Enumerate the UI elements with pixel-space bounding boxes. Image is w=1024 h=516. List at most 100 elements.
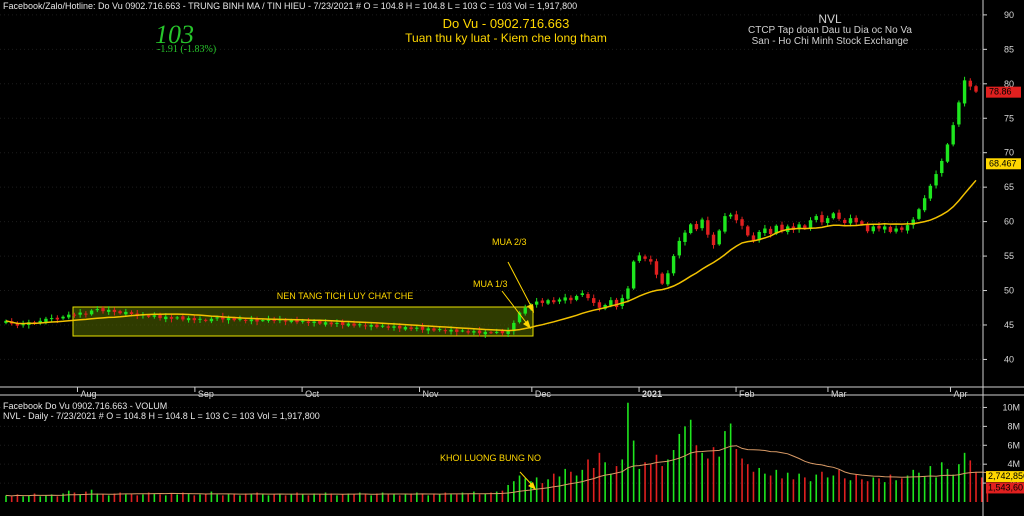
base-box-label: NEN TANG TICH LUY CHAT CHE (277, 291, 414, 301)
volume-bar (758, 467, 760, 502)
volume-bar (667, 459, 669, 502)
volume-bar (119, 492, 121, 502)
candle-body (631, 261, 636, 289)
candle-body (318, 320, 322, 324)
volume-bar (182, 492, 184, 502)
volume-bar (786, 472, 789, 502)
volume-bar (901, 478, 903, 502)
volume-bar (284, 495, 287, 502)
candle-body (55, 317, 60, 320)
volume-bar (741, 458, 743, 502)
contact-motto: Tuan thu ky luat - Kiem che long tham (405, 31, 607, 45)
candle-body (517, 312, 522, 323)
volume-bar (638, 468, 641, 502)
price-markers: 78.86 68.467 2,742,8561,543,60 (986, 86, 1024, 494)
volume-bar (575, 475, 578, 502)
price-marker (986, 86, 1021, 98)
volume-bar (353, 494, 355, 502)
volume-bar (883, 482, 886, 502)
ticker: NVL (818, 12, 842, 26)
volume-bar (444, 492, 447, 502)
volume-bar (712, 447, 715, 502)
candle-body (500, 330, 505, 334)
volume-bar (296, 492, 298, 502)
candle-body (557, 299, 562, 302)
volume-bar (136, 495, 139, 502)
volume-note-arrowhead (528, 482, 536, 490)
volume-bar (672, 450, 675, 502)
candle-body (426, 328, 430, 331)
candle-body (420, 326, 425, 330)
price-tick-label: 55 (1004, 251, 1014, 261)
volume-bar (632, 440, 635, 502)
candle-body (95, 309, 99, 311)
volume-bar (878, 478, 880, 502)
candle-body (911, 219, 915, 226)
volume-bar (969, 460, 972, 502)
volume-bar (843, 478, 846, 502)
volume-bar (689, 419, 692, 502)
volume-bar (107, 495, 110, 502)
candle-body (489, 332, 493, 334)
volume-bar (627, 402, 629, 502)
candle-body (118, 311, 122, 314)
volume-bar (176, 494, 178, 502)
volume-bar (244, 493, 247, 502)
exchange-name: San - Ho Chi Minh Stock Exchange (751, 36, 909, 47)
volume-bar (530, 481, 532, 502)
candle-body (700, 219, 704, 229)
price-marker-label: 78.86 (989, 87, 1012, 97)
volume-bar (73, 492, 76, 502)
volume-bar (62, 493, 64, 502)
candle-body (289, 320, 293, 322)
volume-ma-line (5, 445, 988, 497)
candle-body (552, 300, 556, 303)
candle-body (940, 160, 944, 174)
candle-body (261, 320, 265, 322)
candle-body (164, 316, 168, 320)
volume-bar (307, 495, 310, 502)
volume-bar (421, 494, 424, 502)
volume-bar (752, 471, 755, 502)
volume-bar (330, 493, 333, 502)
volume-tick-label: 4M (1007, 459, 1020, 469)
candle-body (472, 331, 476, 333)
candle-body (768, 228, 773, 235)
candle-body (540, 300, 545, 303)
volume-tick-label: 6M (1007, 440, 1020, 450)
candle-body (683, 232, 687, 242)
volume-bar (39, 496, 42, 502)
candle-body (883, 226, 887, 230)
volume-bar (746, 464, 749, 502)
buy-1-arrow (501, 290, 529, 326)
volume-bar (142, 494, 144, 502)
volume-bar (261, 493, 264, 502)
volume-bar (381, 492, 384, 502)
candle-body (774, 225, 778, 234)
volume-tick-label: 10M (1002, 402, 1020, 412)
candle-body (534, 301, 539, 305)
candle-body (392, 326, 396, 328)
candle-body (523, 307, 527, 314)
volume-bar (724, 431, 726, 502)
volume-bar (113, 493, 116, 502)
candle-body (512, 322, 516, 332)
volume-bar (90, 489, 93, 502)
volume-bar (159, 494, 161, 502)
candle-body (312, 321, 316, 323)
volume-bar (821, 471, 823, 502)
volume-bar (935, 477, 937, 502)
candle-body (757, 231, 761, 241)
moving-average-line (5, 179, 977, 332)
volume-bar (33, 493, 36, 502)
candle-body (649, 259, 653, 262)
candle-body (848, 218, 853, 224)
volume-bar (581, 469, 584, 502)
volume-bar (341, 494, 344, 502)
candle-body (580, 293, 584, 296)
candle-body (84, 313, 88, 315)
volume-bar (467, 493, 469, 502)
volume-bar (376, 493, 378, 502)
candle-body (192, 318, 196, 321)
volume-bar (952, 474, 954, 502)
